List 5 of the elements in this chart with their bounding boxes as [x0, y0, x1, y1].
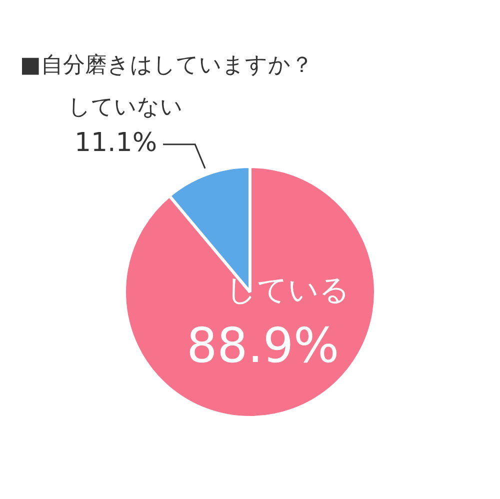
slice-label: している: [226, 273, 350, 308]
data-label: 88.9%: [186, 318, 340, 374]
data-label: 11.1%: [74, 128, 158, 158]
slice-label: していない: [68, 95, 184, 120]
chart-title: ■自分磨きはしていますか？: [20, 52, 313, 80]
